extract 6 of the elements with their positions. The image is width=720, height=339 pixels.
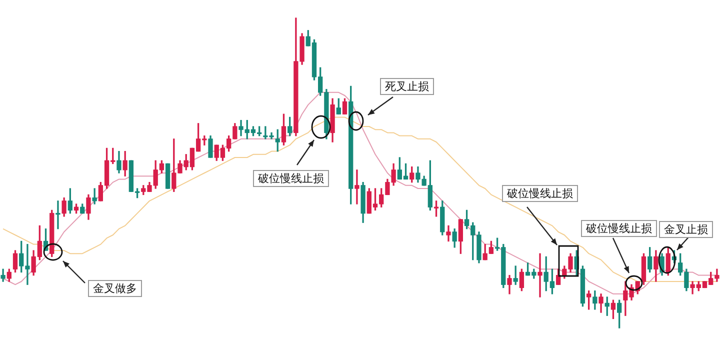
- annotation: 破位慢线止损: [581, 220, 657, 237]
- annotation: 破位慢线止损: [253, 170, 329, 187]
- annotation: 破位慢线止损: [502, 185, 578, 202]
- annotation: 金叉做多: [88, 280, 142, 297]
- annotation: 金叉止损: [659, 221, 713, 238]
- annotation: 死叉止损: [380, 78, 434, 95]
